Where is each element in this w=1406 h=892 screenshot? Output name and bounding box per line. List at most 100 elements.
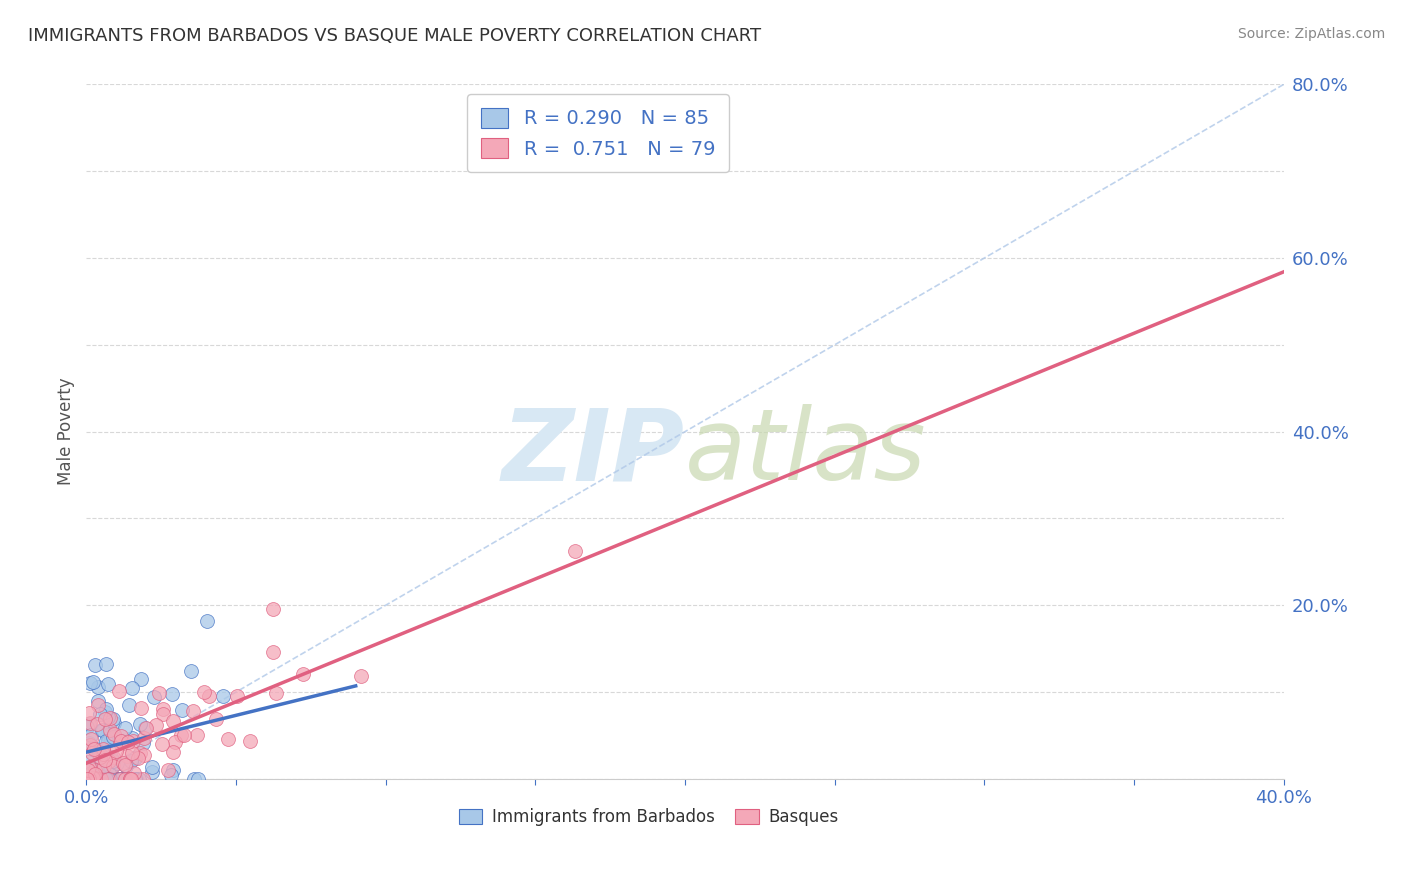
- Point: [564, 543, 586, 558]
- Point: [84, 772, 107, 786]
- Point: [115, 772, 138, 786]
- Point: [89, 707, 111, 722]
- Point: [128, 772, 150, 786]
- Point: [84, 657, 107, 672]
- Point: [107, 684, 129, 698]
- Point: [129, 672, 152, 686]
- Point: [94, 712, 117, 726]
- Point: [115, 749, 138, 764]
- Point: [173, 728, 195, 742]
- Text: IMMIGRANTS FROM BARBADOS VS BASQUE MALE POVERTY CORRELATION CHART: IMMIGRANTS FROM BARBADOS VS BASQUE MALE …: [28, 27, 761, 45]
- Point: [105, 744, 128, 758]
- Point: [89, 772, 111, 786]
- Point: [100, 723, 122, 738]
- Point: [115, 759, 138, 773]
- Point: [79, 715, 101, 730]
- Point: [110, 729, 132, 743]
- Point: [239, 734, 262, 748]
- Point: [205, 713, 228, 727]
- Point: [97, 772, 120, 786]
- Point: [134, 721, 156, 735]
- Point: [183, 772, 205, 786]
- Point: [111, 772, 134, 786]
- Point: [103, 727, 125, 741]
- Point: [101, 754, 124, 768]
- Point: [98, 727, 121, 741]
- Point: [77, 755, 100, 769]
- Point: [157, 763, 180, 777]
- Point: [97, 677, 120, 691]
- Point: [127, 751, 149, 765]
- Point: [82, 772, 104, 786]
- Point: [103, 716, 125, 731]
- Point: [100, 761, 122, 775]
- Point: [98, 754, 121, 768]
- Point: [114, 772, 136, 786]
- Point: [121, 681, 143, 695]
- Point: [198, 689, 221, 703]
- Point: [79, 732, 101, 747]
- Point: [162, 714, 184, 728]
- Point: [152, 702, 174, 716]
- Point: [179, 665, 201, 679]
- Point: [181, 704, 204, 718]
- Point: [80, 765, 103, 780]
- Point: [132, 736, 155, 750]
- Text: atlas: atlas: [685, 404, 927, 501]
- Point: [101, 731, 124, 745]
- Point: [76, 720, 98, 734]
- Point: [162, 687, 184, 701]
- Point: [125, 772, 148, 786]
- Point: [212, 689, 235, 703]
- Point: [98, 772, 121, 786]
- Point: [77, 736, 100, 750]
- Point: [75, 772, 97, 786]
- Point: [103, 750, 125, 764]
- Point: [80, 772, 103, 786]
- Point: [83, 742, 105, 756]
- Point: [120, 772, 142, 786]
- Point: [107, 772, 129, 786]
- Point: [120, 772, 142, 786]
- Point: [143, 690, 166, 704]
- Point: [91, 723, 114, 737]
- Point: [82, 771, 104, 785]
- Point: [152, 706, 174, 721]
- Point: [98, 710, 121, 724]
- Point: [150, 737, 173, 751]
- Point: [94, 702, 117, 716]
- Point: [79, 759, 101, 773]
- Point: [122, 734, 145, 748]
- Point: [79, 675, 101, 690]
- Point: [97, 772, 120, 786]
- Point: [100, 749, 122, 764]
- Point: [94, 705, 117, 719]
- Point: [89, 769, 111, 783]
- Point: [264, 686, 287, 700]
- Point: [93, 770, 115, 784]
- Point: [162, 745, 184, 759]
- Point: [89, 772, 111, 786]
- Point: [350, 669, 373, 683]
- Point: [90, 772, 112, 786]
- Point: [262, 645, 284, 659]
- Point: [82, 674, 104, 689]
- Point: [120, 754, 142, 768]
- Point: [186, 728, 208, 742]
- Point: [114, 757, 136, 772]
- Point: [86, 680, 108, 694]
- Point: [91, 742, 114, 756]
- Point: [108, 772, 131, 786]
- Point: [193, 685, 215, 699]
- Point: [225, 689, 247, 703]
- Point: [141, 765, 163, 780]
- Point: [134, 731, 156, 746]
- Point: [170, 728, 193, 742]
- Point: [87, 694, 110, 708]
- Point: [91, 772, 114, 786]
- Point: [94, 753, 117, 767]
- Point: [162, 764, 184, 778]
- Point: [80, 728, 103, 742]
- Point: [84, 763, 107, 777]
- Point: [87, 772, 110, 786]
